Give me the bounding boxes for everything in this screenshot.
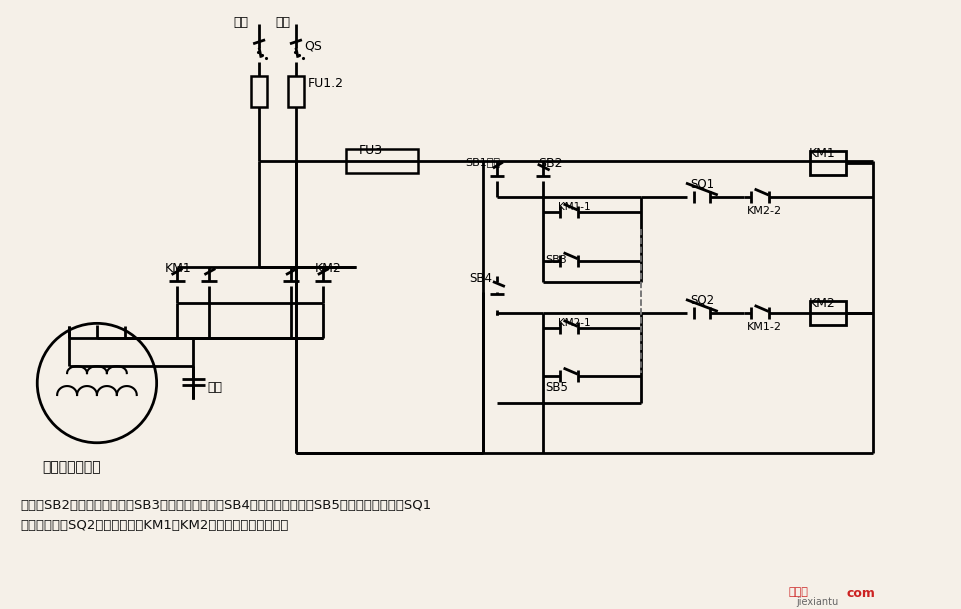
Text: KM1-2: KM1-2 <box>746 322 781 333</box>
Bar <box>251 76 267 107</box>
Text: SB5: SB5 <box>545 381 568 394</box>
Text: 单相电容电动机: 单相电容电动机 <box>42 460 101 474</box>
Text: 零线: 零线 <box>275 16 290 29</box>
Text: KM2-2: KM2-2 <box>746 206 781 216</box>
Text: QS: QS <box>304 40 321 53</box>
Text: 火线: 火线 <box>233 16 248 29</box>
Text: KM2: KM2 <box>314 262 341 275</box>
Bar <box>345 149 418 173</box>
Text: 说明：SB2为上升启动按钮，SB3为上升点动按钮，SB4为下降启动按钮，SB5为下降点动按钮；SQ1: 说明：SB2为上升启动按钮，SB3为上升点动按钮，SB4为下降启动按钮，SB5为… <box>20 499 431 512</box>
Text: KM1-1: KM1-1 <box>557 202 590 212</box>
Text: KM1: KM1 <box>164 262 191 275</box>
Text: FU1.2: FU1.2 <box>308 77 343 90</box>
Text: 接线图: 接线图 <box>788 587 807 597</box>
Bar <box>809 151 846 175</box>
Text: FU3: FU3 <box>358 144 382 157</box>
Text: 电容: 电容 <box>208 381 222 394</box>
Text: SB2: SB2 <box>537 157 561 170</box>
Text: SB3: SB3 <box>545 255 567 265</box>
Text: jiexiantu: jiexiantu <box>796 597 838 607</box>
Text: com: com <box>846 587 875 600</box>
Text: SQ1: SQ1 <box>689 177 713 190</box>
Bar <box>287 76 304 107</box>
Text: 为最高限位，SQ2为最低限位。KM1、KM2可用中间继电器代替。: 为最高限位，SQ2为最低限位。KM1、KM2可用中间继电器代替。 <box>20 519 288 532</box>
Text: SB4: SB4 <box>469 272 491 284</box>
Text: SQ2: SQ2 <box>689 294 713 306</box>
Text: KM2: KM2 <box>807 297 834 311</box>
Text: KM1: KM1 <box>807 147 834 160</box>
Text: SB1停止: SB1停止 <box>464 157 500 167</box>
Text: KM2-1: KM2-1 <box>557 319 590 328</box>
Bar <box>809 301 846 325</box>
